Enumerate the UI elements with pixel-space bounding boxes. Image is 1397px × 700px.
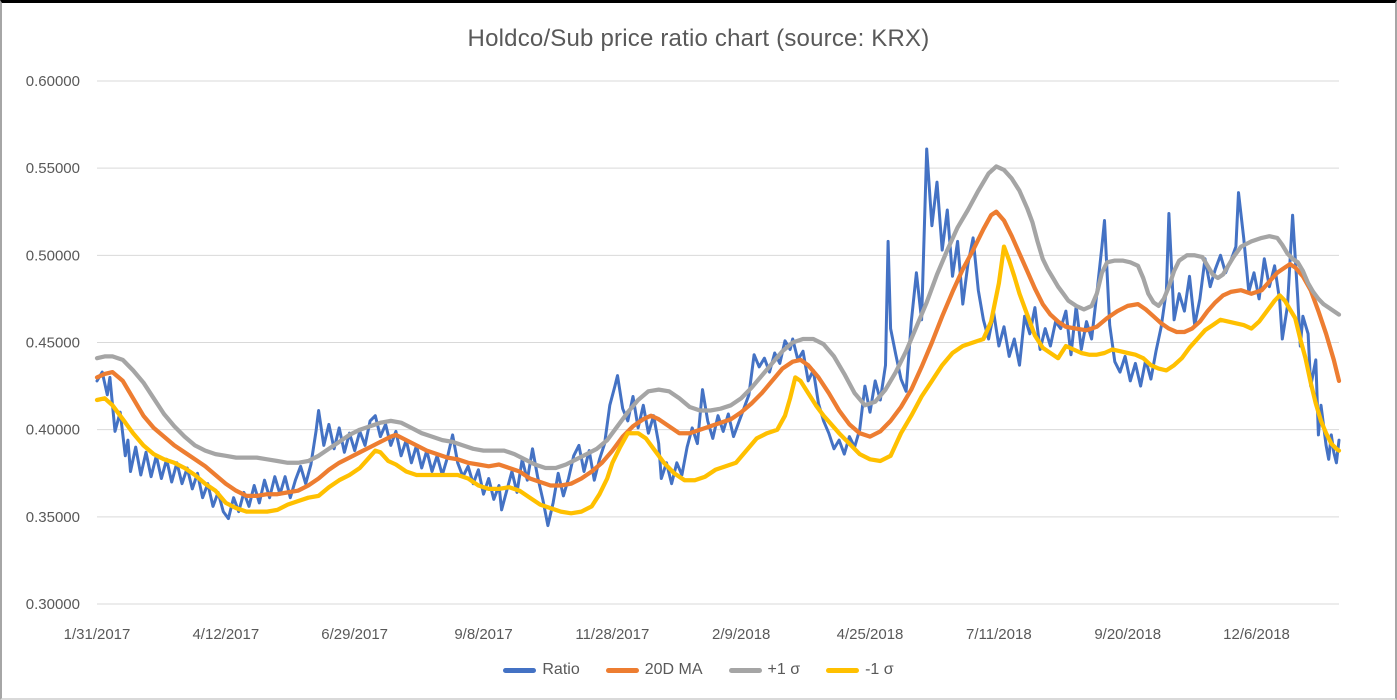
legend-label-minus-1: -1 σ xyxy=(865,661,894,678)
series-line-minus-1 xyxy=(94,244,1342,516)
x-axis-tick-label: 9/8/2017 xyxy=(454,626,512,643)
series-line-plus1 xyxy=(94,164,1342,471)
y-axis-tick-label: 0.30000 xyxy=(26,596,80,613)
y-axis-tick-label: 0.45000 xyxy=(26,335,80,352)
y-axis-tick-label: 0.60000 xyxy=(26,73,80,90)
legend-line-sample-minus-1 xyxy=(826,667,860,673)
legend-item-plus1: +1 σ xyxy=(728,661,801,679)
legend-label-ratio: Ratio xyxy=(542,661,580,678)
chart-title: Holdco/Sub price ratio chart (source: KR… xyxy=(467,25,930,52)
legend-line-sample-plus1 xyxy=(728,667,762,673)
x-axis-tick-label: 11/28/2017 xyxy=(575,626,649,643)
legend-item-ratio: Ratio xyxy=(503,661,580,679)
legend-line-sample-20d-ma xyxy=(605,667,639,673)
y-axis-tick-label: 0.40000 xyxy=(26,422,80,439)
series-line-ratio xyxy=(95,147,1341,528)
legend-item-minus-1: -1 σ xyxy=(826,661,894,679)
x-axis-tick-label: 4/12/2017 xyxy=(192,626,259,643)
x-axis-tick-label: 7/11/2018 xyxy=(966,626,1032,643)
legend-label-plus1: +1 σ xyxy=(767,661,801,678)
x-axis-tick-label: 12/6/2018 xyxy=(1223,626,1290,643)
y-axis-tick-label: 0.50000 xyxy=(26,247,80,264)
x-axis-tick-label: 9/20/2018 xyxy=(1094,626,1161,643)
x-axis-tick-label: 2/9/2018 xyxy=(712,626,770,643)
series-line-20d-ma xyxy=(94,209,1342,499)
x-axis-tick-label: 6/29/2017 xyxy=(321,626,388,643)
plot-area: 0.60000 0.55000 0.50000 0.45000 0.40000 0.350… xyxy=(26,73,1342,643)
legend-label-20d-ma: 20D MA xyxy=(644,661,703,678)
legend-item-20d-ma: 20D MA xyxy=(605,661,703,679)
y-axis-tick-label: 0.35000 xyxy=(26,509,80,526)
y-axis-tick-label: 0.55000 xyxy=(26,160,80,177)
x-axis-tick-label: 4/25/2018 xyxy=(837,626,904,643)
legend-line-sample-ratio xyxy=(503,667,537,673)
x-axis-tick-label: 1/31/2017 xyxy=(64,626,131,643)
chart-legend: Ratio 20D MA +1 σ -1 σ xyxy=(2,661,1395,679)
